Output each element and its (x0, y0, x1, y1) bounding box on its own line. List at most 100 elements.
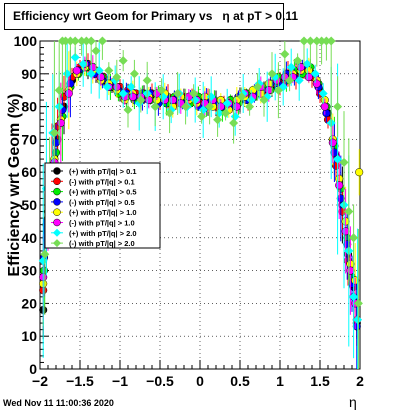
data-point (197, 111, 207, 121)
data-point (96, 73, 105, 82)
data-point (64, 89, 73, 98)
data-point (230, 111, 240, 121)
legend-marker (53, 187, 61, 196)
legend-marker (53, 177, 61, 186)
y-tick-label: 50 (21, 197, 37, 213)
data-point (70, 52, 80, 62)
data-point (302, 59, 312, 69)
legend-marker (53, 208, 61, 216)
data-point (318, 88, 328, 98)
x-tick-label: 0.5 (230, 373, 250, 389)
x-tick-label: −2 (32, 373, 48, 389)
data-point (286, 62, 296, 72)
data-point (112, 72, 122, 82)
y-tick-label: 40 (21, 230, 37, 246)
data-point (158, 92, 168, 102)
data-point (328, 138, 337, 147)
data-point (294, 75, 304, 85)
legend: (+) with pT/|q| > 0.1(-) with pT/|q| > 0… (44, 162, 161, 249)
data-point (150, 102, 160, 112)
data-point (259, 95, 269, 105)
data-point (102, 82, 112, 92)
data-point (280, 49, 290, 59)
y-tick-label: 10 (21, 328, 37, 344)
data-point (341, 227, 350, 236)
data-point (91, 46, 101, 56)
data-point (118, 56, 128, 66)
data-point (94, 66, 104, 76)
data-point (344, 207, 354, 217)
data-point (54, 85, 64, 95)
legend-marker (53, 239, 61, 248)
y-axis-label: Efficiency wrt Geom (%) (6, 93, 23, 277)
x-tick-label: 1.5 (310, 373, 330, 389)
data-point (267, 69, 277, 79)
y-tick-label: 100 (14, 33, 38, 49)
data-point (333, 102, 343, 112)
data-point (189, 88, 199, 98)
data-point (335, 181, 344, 190)
data-point (81, 36, 91, 46)
data-point (299, 36, 309, 46)
y-tick-label: 0 (29, 361, 37, 377)
data-point (86, 36, 96, 46)
y-tick-label: 60 (21, 164, 37, 180)
data-point (128, 92, 137, 101)
data-point (144, 95, 153, 105)
data-point (349, 292, 359, 302)
data-point (142, 75, 152, 85)
data-point (49, 128, 59, 138)
data-point (312, 79, 321, 88)
data-point (123, 105, 133, 115)
legend-label: (+) with pT/|q| > 0.5 (69, 188, 137, 197)
data-point (173, 88, 183, 98)
data-point (237, 92, 247, 102)
legend-marker (53, 228, 61, 237)
legend-label: (-) with pT/|q| > 2.0 (69, 239, 135, 248)
data-point (38, 256, 48, 266)
data-point (61, 36, 71, 46)
data-point (40, 249, 50, 259)
data-point (312, 36, 322, 46)
legend-marker (53, 167, 61, 175)
data-point (310, 69, 320, 79)
data-point (214, 108, 224, 118)
data-point (222, 98, 232, 108)
data-point (353, 315, 363, 325)
data-point (273, 85, 283, 95)
data-point (56, 118, 65, 128)
data-point (293, 56, 303, 66)
data-point (72, 66, 81, 75)
x-tick-label: −0.5 (146, 373, 174, 389)
data-point (168, 95, 177, 105)
legend-label: (+) with pT/|q| > 1.0 (69, 208, 137, 217)
data-point (78, 59, 88, 69)
data-point (104, 66, 114, 76)
x-tick-label: 0 (196, 373, 204, 389)
data-point (245, 102, 255, 112)
y-tick-label: 90 (21, 66, 37, 82)
data-point (181, 102, 191, 112)
legend-label: (-) with pT/|q| > 0.1 (69, 177, 135, 186)
data-point (70, 36, 80, 46)
data-point (97, 36, 107, 46)
data-point (317, 36, 327, 46)
x-tick-label: −1.5 (66, 373, 94, 389)
x-tick-label: 2 (356, 373, 364, 389)
y-tick-label: 20 (21, 295, 37, 311)
data-point (326, 36, 336, 46)
data-point (86, 69, 96, 79)
data-point (305, 36, 315, 46)
y-tick-label: 30 (21, 263, 37, 279)
data-point (331, 161, 341, 170)
chart-title: Efficiency wrt Geom for Primary vs η at … (4, 3, 298, 30)
data-point (352, 322, 361, 331)
legend-label: (+) with pT/|q| > 2.0 (69, 229, 137, 238)
data-point (320, 102, 329, 111)
legend-label: (-) with pT/|q| > 1.0 (69, 219, 135, 228)
data-point (77, 36, 87, 46)
x-tick-label: −1 (112, 373, 128, 389)
data-point (65, 36, 75, 46)
data-point (343, 240, 352, 249)
